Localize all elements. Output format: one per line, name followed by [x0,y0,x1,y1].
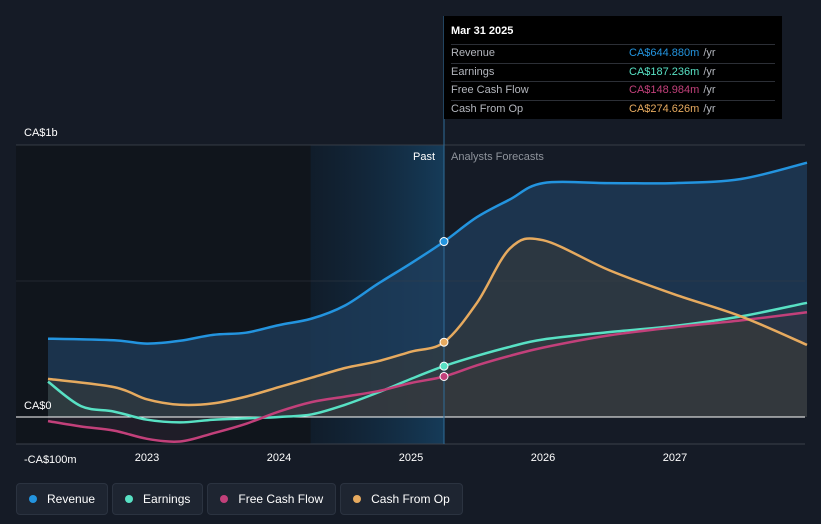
legend-item-earnings[interactable]: Earnings [112,483,204,515]
cash-from-op-dot-icon [353,495,362,503]
tooltip-label: Free Cash Flow [451,84,529,96]
legend-item-revenue[interactable]: Revenue [16,483,109,515]
tooltip-row-cash-from-op: Cash From Op CA$274.626m /yr [451,99,775,119]
x-tick-label: 2023 [135,452,159,464]
earnings-line [47,301,808,424]
free-cash-flow-line [47,311,808,443]
tooltip-unit: /yr [703,47,716,59]
tooltip-unit: /yr [703,102,716,115]
forecast-label: Analysts Forecasts [451,151,544,163]
free-cash-flow-marker[interactable] [439,371,449,381]
past-label: Past [413,151,435,163]
data-tooltip: Mar 31 2025 Revenue CA$644.880m /yr Earn… [444,16,782,119]
legend-item-cash-from-op[interactable]: Cash From Op [340,483,463,515]
legend-label: Revenue [47,492,96,506]
revenue-line [47,161,808,345]
x-tick-label: 2027 [663,452,687,464]
tooltip-date: Mar 31 2025 [451,25,514,37]
tooltip-row-earnings: Earnings CA$187.236m /yr [451,62,775,82]
tooltip-label: Cash From Op [451,102,524,115]
tooltip-value: CA$187.236m [629,65,700,78]
x-tick-label: 2024 [267,452,291,464]
legend-label: Free Cash Flow [238,492,324,506]
cash-from-op-area [48,238,807,417]
tooltip-value: CA$644.880m [629,47,700,59]
free-cash-flow-dot-icon [220,495,229,503]
tooltip-label: Revenue [451,47,496,59]
earnings-marker[interactable] [439,361,449,371]
cash-from-op-line [47,237,808,407]
tooltip-label: Earnings [451,65,495,78]
revenue-dot-icon [29,495,37,503]
y-tick-label: CA$0 [24,400,52,412]
x-tick-label: 2025 [399,452,423,464]
tooltip-value: CA$274.626m [629,102,700,115]
tooltip-row-free-cash-flow: Free Cash Flow CA$148.984m /yr [451,81,775,100]
chart-legend: Revenue Earnings Free Cash Flow Cash Fro… [16,483,463,515]
tooltip-unit: /yr [703,65,716,78]
tooltip-row-revenue: Revenue CA$644.880m /yr [451,44,775,63]
legend-item-free-cash-flow[interactable]: Free Cash Flow [207,483,337,515]
tooltip-unit: /yr [703,84,716,96]
x-tick-label: 2026 [531,452,555,464]
legend-label: Cash From Op [371,492,450,506]
y-tick-label: -CA$100m [24,454,77,466]
tooltip-value: CA$148.984m [629,84,700,96]
revenue-marker[interactable] [439,237,449,247]
legend-label: Earnings [143,492,191,506]
y-tick-label: CA$1b [24,127,58,139]
earnings-dot-icon [125,495,134,503]
cash-from-op-marker[interactable] [439,337,449,347]
